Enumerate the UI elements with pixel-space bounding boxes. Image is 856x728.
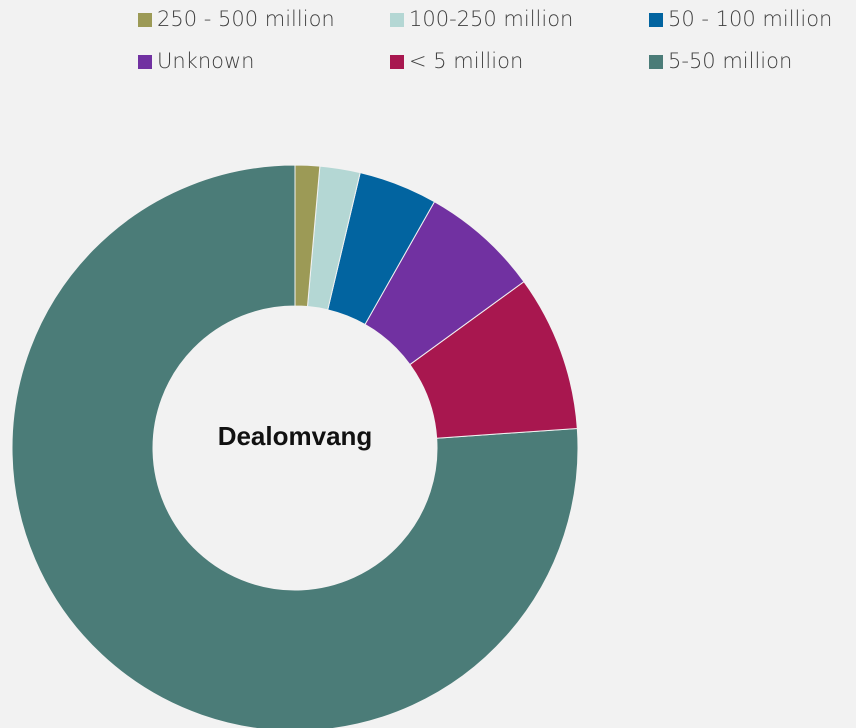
center-label: Dealomvang — [218, 421, 373, 451]
donut-slice — [364, 201, 525, 366]
legend-swatch — [138, 13, 152, 27]
legend-label: 50 - 100 million — [668, 7, 832, 31]
legend-swatch — [390, 55, 404, 69]
legend-swatch — [649, 13, 663, 27]
donut-slice — [306, 165, 361, 311]
legend-label: 250 - 500 million — [157, 7, 335, 31]
donut-slice — [11, 164, 579, 728]
legend-label: Unknown — [157, 49, 254, 73]
legend-label: 100-250 million — [409, 7, 573, 31]
legend-swatch — [138, 55, 152, 69]
legend-swatch — [390, 13, 404, 27]
legend-label: 5-50 million — [668, 49, 792, 73]
donut-slice — [294, 164, 321, 308]
legend-swatch — [649, 55, 663, 69]
legend-label: < 5 million — [409, 49, 523, 73]
donut-slice — [409, 280, 578, 439]
donut-slice — [327, 172, 436, 326]
